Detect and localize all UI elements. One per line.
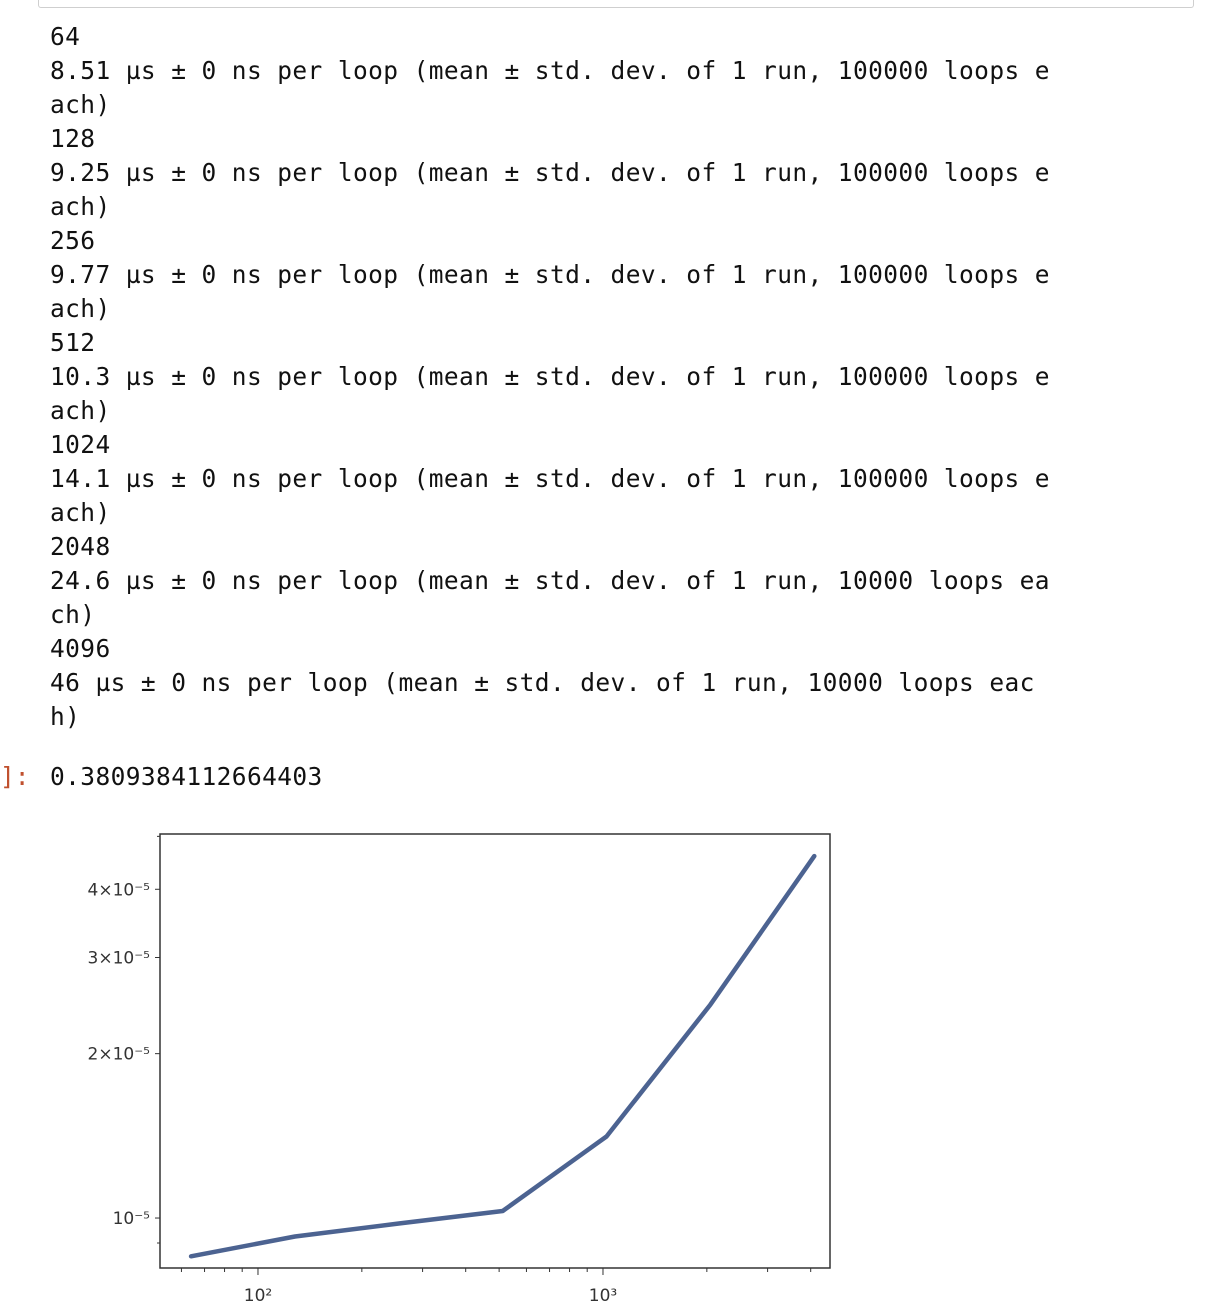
stdout-line: 14.1 µs ± 0 ns per loop (mean ± std. dev… — [50, 464, 1050, 493]
previous-cell-border — [38, 0, 1194, 8]
stdout-line: 10.3 µs ± 0 ns per loop (mean ± std. dev… — [50, 362, 1050, 391]
stdout-line: ach) — [50, 90, 111, 119]
stdout-line: ach) — [50, 498, 111, 527]
stdout-line: 1024 — [50, 430, 111, 459]
stdout-line: 64 — [50, 22, 81, 51]
y-tick-label: 2×10⁻⁵ — [88, 1045, 150, 1065]
output-value: 0.3809384112664403 — [50, 762, 323, 791]
stdout-line: ch) — [50, 600, 96, 629]
stdout-line: 46 µs ± 0 ns per loop (mean ± std. dev. … — [50, 668, 1035, 697]
stdout-line: 4096 — [50, 634, 111, 663]
x-tick-label: 10³ — [589, 1286, 617, 1306]
stdout-line: ach) — [50, 294, 111, 323]
loglog-chart: 10⁻⁵ 2×10⁻⁵ 3×10⁻⁵ 4×10⁻⁵ 10² 10³ — [88, 833, 831, 1306]
cell-stdout: 64 8.51 µs ± 0 ns per loop (mean ± std. d… — [50, 20, 1170, 734]
stdout-line: 8.51 µs ± 0 ns per loop (mean ± std. dev… — [50, 56, 1050, 85]
x-tick-label: 10² — [244, 1286, 272, 1306]
stdout-line: 2048 — [50, 532, 111, 561]
stdout-line: 9.77 µs ± 0 ns per loop (mean ± std. dev… — [50, 260, 1050, 289]
stdout-line: 9.25 µs ± 0 ns per loop (mean ± std. dev… — [50, 158, 1050, 187]
stdout-line: 256 — [50, 226, 96, 255]
stdout-line: 128 — [50, 124, 96, 153]
stdout-line: h) — [50, 702, 81, 731]
stdout-line: ach) — [50, 396, 111, 425]
stdout-line: 24.6 µs ± 0 ns per loop (mean ± std. dev… — [50, 566, 1050, 595]
output-prompt: ]: — [0, 762, 30, 791]
series-line — [188, 853, 817, 1259]
plot-frame — [159, 833, 831, 1269]
y-tick-label: 4×10⁻⁵ — [88, 880, 150, 900]
y-tick-label: 3×10⁻⁵ — [88, 948, 150, 968]
stdout-line: 512 — [50, 328, 96, 357]
y-tick-label: 10⁻⁵ — [113, 1209, 150, 1229]
timing-plot: 10⁻⁵ 2×10⁻⁵ 3×10⁻⁵ 4×10⁻⁵ 10² 10³ — [40, 820, 860, 1310]
stdout-line: ach) — [50, 192, 111, 221]
